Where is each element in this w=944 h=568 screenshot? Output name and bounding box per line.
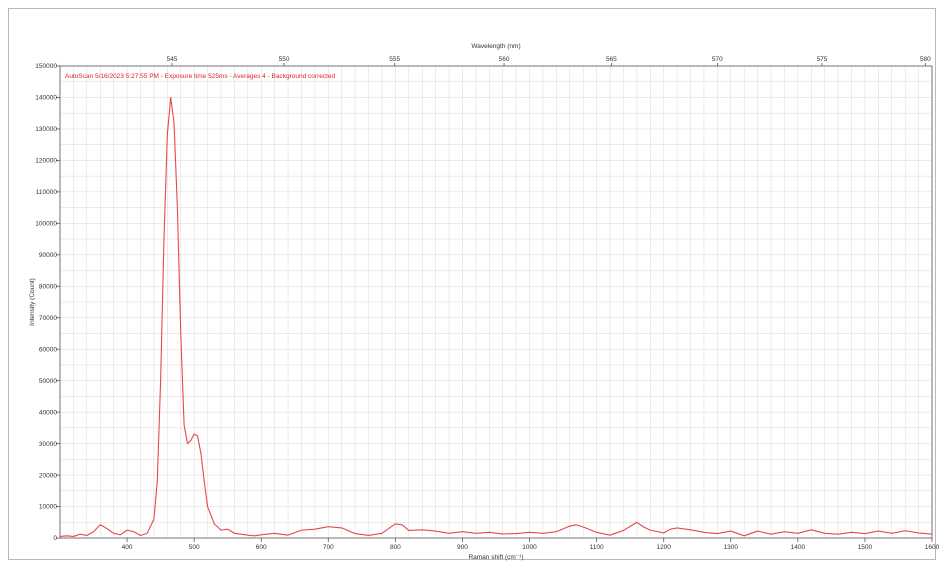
tick-labels: 400 500 600 700 800 900 1000 1100 1200 1300 1400 15… [35, 56, 939, 551]
y-tick-label: 50000 [39, 378, 57, 385]
top-x-tick-label: 570 [712, 56, 723, 63]
y-tick-label: 10000 [39, 504, 57, 511]
x-tick-label: 1200 [656, 544, 671, 551]
plot-area [59, 65, 933, 539]
x-tick-label: 400 [122, 544, 133, 551]
x-tick-label: 700 [323, 544, 334, 551]
axis-ticks [56, 63, 933, 542]
top-x-tick-label: 545 [167, 56, 178, 63]
y-axis-title: Intensity (Count) [29, 278, 36, 326]
top-x-tick-label: 550 [279, 56, 290, 63]
y-tick-label: 130000 [35, 126, 57, 133]
top-x-tick-label: 575 [817, 56, 828, 63]
y-tick-label: 120000 [35, 158, 57, 165]
y-tick-label: 90000 [39, 252, 57, 259]
acquisition-info-text: AutoScan 5/16/2023 5:27:55 PM - Exposure… [65, 73, 336, 80]
x-tick-label: 1400 [791, 544, 806, 551]
y-tick-label: 40000 [39, 409, 57, 416]
top-x-axis-title: Wavelength (nm) [471, 43, 520, 50]
y-tick-label: 0 [53, 535, 57, 542]
x-tick-label: 1000 [522, 544, 537, 551]
y-tick-label: 20000 [39, 472, 57, 479]
y-tick-label: 140000 [35, 95, 57, 102]
y-tick-label: 80000 [39, 283, 57, 290]
x-axis-title: Raman shift (cm⁻¹) [468, 554, 523, 561]
y-tick-label: 100000 [35, 221, 57, 228]
x-tick-label: 900 [457, 544, 468, 551]
x-tick-label: 800 [390, 544, 401, 551]
grid [59, 65, 933, 539]
y-tick-label: 150000 [35, 63, 57, 70]
y-tick-label: 70000 [39, 315, 57, 322]
x-tick-label: 1500 [858, 544, 873, 551]
x-tick-label: 1100 [590, 544, 604, 551]
x-tick-label: 1300 [724, 544, 739, 551]
x-tick-label: 600 [256, 544, 267, 551]
top-x-tick-label: 565 [606, 56, 617, 63]
y-tick-label: 110000 [36, 189, 58, 196]
y-tick-label: 60000 [39, 346, 57, 353]
top-x-tick-label: 560 [499, 56, 510, 63]
series-line [59, 96, 933, 537]
series-layer [59, 96, 933, 537]
top-x-tick-label: 555 [389, 56, 400, 63]
x-tick-label: 500 [189, 544, 200, 551]
x-tick-label: 1600 [925, 544, 940, 551]
top-x-tick-label: 580 [920, 56, 931, 63]
y-tick-label: 30000 [39, 441, 57, 448]
